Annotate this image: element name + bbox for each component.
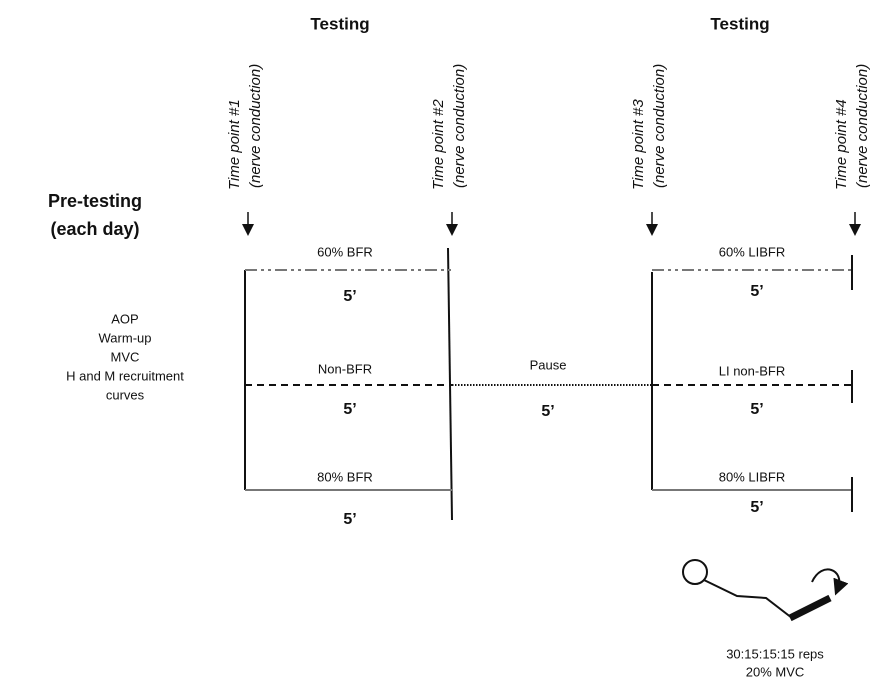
condition-label: 60% LIBFR <box>719 244 785 259</box>
diagram: Testing Testing Time point #1(nerve cond… <box>0 0 875 681</box>
pre-testing-subtitle: (each day) <box>50 219 139 239</box>
condition-label: LI non-BFR <box>719 363 785 378</box>
time-point-label: Time point #4 <box>833 99 850 190</box>
conditions: 60% BFR 5’ Non-BFR 5’ 80% BFR 5’ 60% LIBFR 5’ LI… <box>317 244 785 528</box>
condition-label: Non-BFR <box>318 361 372 376</box>
condition-label: 80% BFR <box>317 469 373 484</box>
condition-duration: 5’ <box>343 511 356 528</box>
condition-label: 80% LIBFR <box>719 469 785 484</box>
time-point-label: Time point #2 <box>430 99 447 190</box>
condition-duration: 5’ <box>750 283 763 300</box>
pause-duration: 5’ <box>541 403 554 420</box>
condition-label: 60% BFR <box>317 244 373 259</box>
time-point-label: Time point #3 <box>630 99 647 190</box>
time-point-sublabel: (nerve conduction) <box>651 64 668 188</box>
pre-testing-item: H and M recruitment <box>66 368 184 383</box>
pre-testing-item: curves <box>106 387 145 402</box>
exercise-load: 20% MVC <box>746 664 805 679</box>
condition-duration: 5’ <box>343 401 356 418</box>
pre-testing-item: Warm-up <box>99 330 152 345</box>
time-point-label: Time point #1 <box>226 99 243 190</box>
time-point-sublabel: (nerve conduction) <box>247 64 264 188</box>
header-testing: Testing <box>710 14 769 33</box>
header-testing: Testing <box>310 14 369 33</box>
exercise-reps: 30:15:15:15 reps <box>726 646 824 661</box>
condition-duration: 5’ <box>750 499 763 516</box>
exercise-icon <box>683 560 839 618</box>
pause-label: Pause <box>530 357 567 372</box>
pre-testing-item: MVC <box>111 349 140 364</box>
time-point-sublabel: (nerve conduction) <box>854 64 871 188</box>
pre-testing-item: AOP <box>111 311 138 326</box>
condition-duration: 5’ <box>343 288 356 305</box>
time-point-sublabel: (nerve conduction) <box>451 64 468 188</box>
pre-testing-title: Pre-testing <box>48 191 142 211</box>
pre-testing-items: AOP Warm-up MVC H and M recruitment curves <box>66 311 184 402</box>
time-points: Time point #1(nerve conduction)Time poin… <box>226 64 871 230</box>
condition-duration: 5’ <box>750 401 763 418</box>
